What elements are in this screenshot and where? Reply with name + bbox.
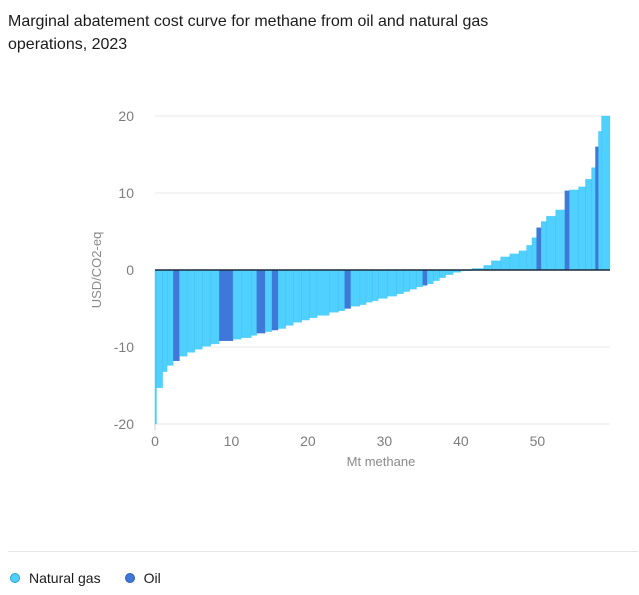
x-tick-label: 30 [377, 433, 393, 449]
natural-gas-bar [162, 269, 168, 372]
natural-gas-bar [546, 215, 556, 271]
natural-gas-bar [210, 269, 220, 345]
oil-bar [564, 190, 570, 271]
oil-bar [219, 269, 234, 341]
natural-gas-bar [427, 269, 434, 285]
natural-gas-swatch-icon [10, 573, 20, 583]
y-tick-label: -10 [114, 339, 134, 355]
legend-label-natural-gas: Natural gas [29, 570, 101, 586]
oil-bar [271, 269, 279, 331]
natural-gas-bar [338, 269, 345, 311]
natural-gas-bar [591, 167, 596, 271]
natural-gas-bar [329, 269, 339, 313]
x-tick-label: 20 [300, 433, 316, 449]
natural-gas-bar [293, 269, 302, 323]
abatement-cost-chart: 20 10 0 -10 -20 0 10 20 30 40 50 Mt methane USD/CO… [89, 108, 611, 469]
natural-gas-bar [541, 221, 547, 271]
y-tick-label: 20 [118, 108, 134, 124]
natural-gas-bar [409, 269, 417, 290]
oil-bar [173, 269, 180, 362]
natural-gas-bar [569, 189, 579, 271]
natural-gas-bar [531, 237, 537, 271]
natural-gas-bar [309, 269, 318, 318]
natural-gas-bar [277, 269, 286, 329]
x-axis-title: Mt methane [347, 454, 416, 469]
natural-gas-bar [585, 178, 592, 271]
natural-gas-bar [509, 253, 520, 271]
oil-bar [344, 269, 351, 309]
natural-gas-bar [526, 245, 533, 271]
oil-bar [595, 146, 599, 271]
oil-swatch-icon [124, 573, 135, 583]
natural-gas-bar [156, 269, 163, 388]
grid-lines [155, 115, 610, 425]
natural-gas-bar [167, 269, 174, 366]
y-tick-label: -20 [114, 416, 134, 432]
natural-gas-bar [403, 269, 410, 292]
x-tick-label: 0 [151, 433, 159, 449]
x-tick-label: 40 [453, 433, 469, 449]
legend-item-oil[interactable]: Oil [124, 570, 161, 586]
natural-gas-bar [598, 131, 602, 271]
natural-gas-bar [264, 269, 273, 332]
natural-gas-bar [194, 269, 203, 350]
natural-gas-bar [251, 269, 257, 336]
natural-gas-bar [316, 269, 330, 316]
y-axis-title: USD/CO2-eq [89, 232, 104, 309]
oil-bar [422, 269, 428, 286]
legend-divider [8, 551, 638, 552]
natural-gas-bar [396, 269, 404, 295]
legend-item-natural-gas[interactable]: Natural gas [10, 570, 101, 586]
oil-bar [256, 269, 266, 334]
x-tick-label: 50 [530, 433, 546, 449]
natural-gas-bar [301, 269, 310, 321]
natural-gas-bar [350, 269, 361, 307]
natural-gas-bar [179, 269, 188, 357]
natural-gas-bar [378, 269, 388, 299]
natural-gas-bar [285, 269, 294, 326]
natural-gas-bar [372, 269, 379, 301]
y-tick-label: 10 [118, 185, 134, 201]
natural-gas-bar [232, 269, 242, 340]
axes: 20 10 0 -10 -20 0 10 20 30 40 50 [114, 108, 610, 449]
natural-gas-bar [601, 115, 611, 271]
natural-gas-bar [241, 269, 252, 338]
natural-gas-bar [154, 269, 157, 425]
legend: Natural gas Oil [10, 570, 185, 586]
natural-gas-bar [433, 269, 440, 281]
legend-label-oil: Oil [143, 570, 161, 586]
natural-gas-bar [416, 269, 423, 288]
oil-bar [536, 227, 542, 271]
natural-gas-bar [555, 209, 566, 271]
natural-gas-bar [578, 186, 586, 271]
natural-gas-bar [491, 260, 501, 271]
natural-gas-bar [359, 269, 367, 305]
bars [154, 115, 611, 425]
natural-gas-bar [387, 269, 397, 297]
natural-gas-bar [518, 250, 527, 271]
natural-gas-bar [439, 269, 446, 278]
natural-gas-bar [186, 269, 195, 353]
chart-title: Marginal abatement cost curve for methan… [8, 13, 489, 53]
natural-gas-bar [202, 269, 211, 347]
y-tick-label: 0 [126, 262, 134, 278]
natural-gas-bar [365, 269, 373, 303]
natural-gas-bar [500, 256, 510, 271]
x-tick-label: 10 [224, 433, 240, 449]
